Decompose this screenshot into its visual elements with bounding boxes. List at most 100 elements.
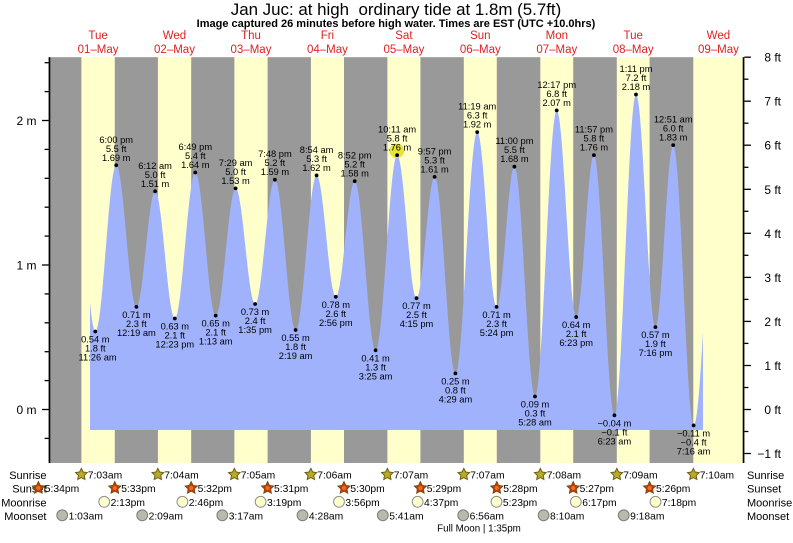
- svg-text:06–May: 06–May: [460, 44, 501, 56]
- svg-text:5:34pm: 5:34pm: [45, 484, 79, 495]
- svg-text:Sunrise: Sunrise: [9, 470, 46, 482]
- svg-text:6:00 pm: 6:00 pm: [99, 135, 133, 145]
- svg-text:1.8 ft: 1.8 ft: [85, 344, 106, 354]
- svg-text:2.07 m: 2.07 m: [542, 98, 571, 108]
- svg-text:11:00 pm: 11:00 pm: [495, 136, 533, 146]
- svg-text:5:24 pm: 5:24 pm: [480, 328, 514, 338]
- svg-text:12:19 am: 12:19 am: [117, 328, 156, 338]
- svg-text:5.8 ft: 5.8 ft: [387, 134, 408, 144]
- svg-text:11:19 am: 11:19 am: [458, 102, 496, 112]
- svg-text:1.68 m: 1.68 m: [500, 154, 529, 164]
- svg-text:1.58 m: 1.58 m: [340, 169, 369, 179]
- svg-text:01–May: 01–May: [78, 44, 119, 56]
- svg-text:Thu: Thu: [241, 30, 261, 42]
- svg-text:1 ft: 1 ft: [764, 359, 781, 373]
- svg-text:2.18 m: 2.18 m: [622, 82, 651, 92]
- svg-text:5:23pm: 5:23pm: [503, 498, 537, 509]
- svg-text:−1 ft: −1 ft: [757, 447, 781, 461]
- svg-text:3:56pm: 3:56pm: [345, 498, 379, 509]
- svg-text:5.8 ft: 5.8 ft: [584, 134, 605, 144]
- svg-text:7:18pm: 7:18pm: [662, 498, 696, 509]
- svg-text:8 ft: 8 ft: [764, 51, 781, 65]
- svg-text:2.5 ft: 2.5 ft: [406, 310, 427, 320]
- svg-text:2.1 ft: 2.1 ft: [566, 329, 587, 339]
- svg-text:1.62 m: 1.62 m: [302, 163, 331, 173]
- svg-text:1.76 m: 1.76 m: [383, 143, 412, 153]
- svg-text:0.09 m: 0.09 m: [521, 400, 550, 410]
- svg-text:6:56am: 6:56am: [470, 512, 504, 523]
- svg-text:1.8 ft: 1.8 ft: [285, 342, 306, 352]
- svg-text:Mon: Mon: [546, 30, 568, 42]
- svg-text:9:57 pm: 9:57 pm: [418, 146, 452, 156]
- svg-text:2:56 pm: 2:56 pm: [319, 318, 353, 328]
- svg-text:6:23 pm: 6:23 pm: [559, 338, 593, 348]
- svg-text:7.2 ft: 7.2 ft: [626, 73, 647, 83]
- svg-text:1.69 m: 1.69 m: [102, 153, 131, 163]
- svg-text:5.5 ft: 5.5 ft: [504, 145, 525, 155]
- svg-text:5.4 ft: 5.4 ft: [185, 151, 206, 161]
- svg-text:7:07am: 7:07am: [394, 471, 428, 482]
- svg-text:10:11 am: 10:11 am: [378, 125, 416, 135]
- svg-text:Wed: Wed: [707, 30, 730, 42]
- svg-text:6.0 ft: 6.0 ft: [663, 124, 684, 134]
- svg-text:1:11 pm: 1:11 pm: [620, 64, 653, 74]
- svg-text:−0.4 ft: −0.4 ft: [681, 437, 708, 447]
- svg-text:0.78 m: 0.78 m: [322, 300, 351, 310]
- svg-text:02–May: 02–May: [154, 44, 195, 56]
- svg-text:−0.04 m: −0.04 m: [597, 418, 631, 428]
- svg-text:0.73 m: 0.73 m: [241, 307, 270, 317]
- svg-text:Sunrise: Sunrise: [747, 470, 784, 482]
- svg-text:3:17am: 3:17am: [229, 512, 263, 523]
- svg-text:5 ft: 5 ft: [764, 183, 781, 197]
- svg-text:Moonrise: Moonrise: [747, 497, 792, 509]
- svg-text:0.8 ft: 0.8 ft: [445, 385, 466, 395]
- svg-text:8:54 am: 8:54 am: [300, 145, 334, 155]
- svg-text:12:17 pm: 12:17 pm: [537, 80, 576, 90]
- svg-text:04–May: 04–May: [307, 44, 348, 56]
- svg-text:6:49 pm: 6:49 pm: [179, 142, 213, 152]
- svg-text:2.6 ft: 2.6 ft: [325, 309, 346, 319]
- svg-text:5.5 ft: 5.5 ft: [106, 144, 127, 154]
- svg-text:5:32pm: 5:32pm: [198, 484, 232, 495]
- svg-text:7:16 am: 7:16 am: [677, 446, 711, 456]
- svg-text:7:48 pm: 7:48 pm: [258, 149, 292, 159]
- svg-text:4:28am: 4:28am: [309, 512, 343, 523]
- svg-text:Tue: Tue: [624, 30, 643, 42]
- svg-text:12:23 pm: 12:23 pm: [155, 340, 194, 350]
- svg-text:2.1 ft: 2.1 ft: [164, 331, 185, 341]
- svg-text:6:17pm: 6:17pm: [582, 498, 616, 509]
- svg-text:5:31pm: 5:31pm: [274, 484, 308, 495]
- svg-text:5.2 ft: 5.2 ft: [344, 160, 365, 170]
- svg-text:5.2 ft: 5.2 ft: [265, 158, 286, 168]
- svg-text:Sun: Sun: [470, 30, 490, 42]
- svg-text:0.41 m: 0.41 m: [361, 353, 390, 363]
- svg-text:1.59 m: 1.59 m: [261, 167, 290, 177]
- svg-text:7:16 pm: 7:16 pm: [639, 348, 673, 358]
- svg-text:1:13 am: 1:13 am: [199, 337, 233, 347]
- svg-text:Moonset: Moonset: [4, 511, 46, 523]
- svg-text:09–May: 09–May: [698, 44, 739, 56]
- svg-text:2.3 ft: 2.3 ft: [126, 319, 147, 329]
- svg-text:0.71 m: 0.71 m: [482, 310, 511, 320]
- svg-text:5:28 am: 5:28 am: [518, 418, 552, 428]
- svg-text:5:28pm: 5:28pm: [503, 484, 537, 495]
- svg-text:1.9 ft: 1.9 ft: [645, 339, 666, 349]
- svg-text:Moonrise: Moonrise: [1, 497, 46, 509]
- svg-text:2 ft: 2 ft: [764, 315, 781, 329]
- svg-text:4:37pm: 4:37pm: [424, 498, 458, 509]
- svg-text:6.8 ft: 6.8 ft: [546, 89, 567, 99]
- svg-text:11:26 am: 11:26 am: [79, 353, 117, 363]
- svg-text:Sunset: Sunset: [747, 484, 781, 496]
- svg-text:5:29pm: 5:29pm: [427, 484, 461, 495]
- svg-text:0 m: 0 m: [16, 403, 36, 417]
- svg-text:1.76 m: 1.76 m: [580, 143, 609, 153]
- svg-text:6.3 ft: 6.3 ft: [467, 111, 488, 121]
- svg-text:0.77 m: 0.77 m: [402, 301, 431, 311]
- svg-text:7:04am: 7:04am: [164, 471, 198, 482]
- svg-text:Image captured 26 minutes befo: Image captured 26 minutes before high wa…: [197, 18, 596, 30]
- svg-text:5:30pm: 5:30pm: [350, 484, 384, 495]
- svg-text:03–May: 03–May: [231, 44, 272, 56]
- svg-text:1.53 m: 1.53 m: [221, 176, 250, 186]
- svg-text:05–May: 05–May: [383, 44, 424, 56]
- svg-text:7:06am: 7:06am: [317, 471, 351, 482]
